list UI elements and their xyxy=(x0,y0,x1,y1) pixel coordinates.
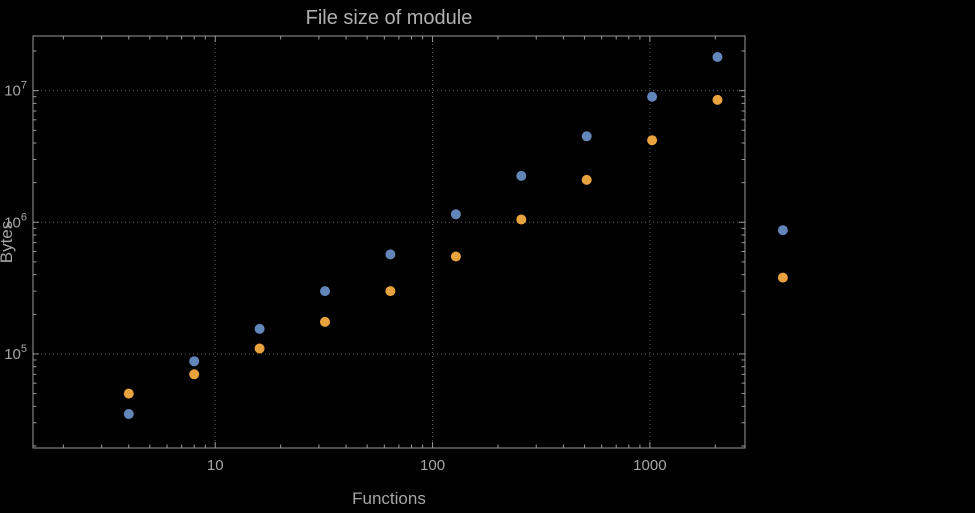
data-point-orange xyxy=(254,343,265,354)
data-point-blue xyxy=(189,356,200,367)
y-axis-label: Bytes xyxy=(0,221,16,264)
data-point-blue xyxy=(385,249,396,260)
x-tick-label: 1000 xyxy=(633,457,666,474)
data-point-orange xyxy=(581,174,592,185)
data-point-blue xyxy=(450,209,461,220)
chart-title: File size of module xyxy=(306,7,473,29)
y-tick-label: 105 xyxy=(4,343,27,363)
data-point-orange xyxy=(320,316,330,327)
data-point-blue xyxy=(777,225,788,236)
data-point-blue xyxy=(254,323,265,334)
data-point-blue xyxy=(123,409,134,419)
data-point-orange xyxy=(777,272,788,283)
data-point-orange xyxy=(123,388,134,399)
x-axis-label: Functions xyxy=(352,489,426,508)
data-point-orange xyxy=(450,251,461,262)
data-point-orange xyxy=(516,214,527,225)
data-point-orange xyxy=(189,369,200,380)
data-point-blue xyxy=(712,52,723,62)
data-points-layer xyxy=(123,52,788,419)
x-tick-label: 10 xyxy=(207,457,224,474)
data-point-orange xyxy=(647,135,658,146)
data-point-blue xyxy=(516,170,527,181)
data-point-orange xyxy=(712,94,723,105)
y-tick-label: 107 xyxy=(4,80,27,100)
data-point-orange xyxy=(385,286,396,297)
plot-frame xyxy=(32,35,746,449)
gridlines-layer xyxy=(33,36,745,448)
x-tick-label: 100 xyxy=(420,457,445,474)
data-point-blue xyxy=(320,286,330,297)
tick-marks-layer xyxy=(33,36,745,448)
data-point-blue xyxy=(581,131,592,142)
data-point-blue xyxy=(647,91,658,102)
